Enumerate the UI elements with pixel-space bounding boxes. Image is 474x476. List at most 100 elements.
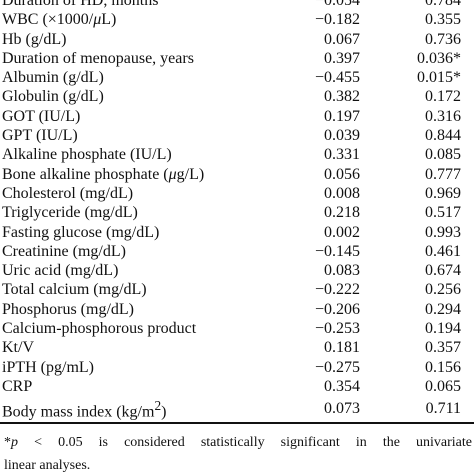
variable-cell: Calcium-phosphorous product (2, 320, 197, 338)
table-row: WBC (×1000/μL) −0.182 0.355 (0, 10, 474, 29)
table-row: Triglyceride (mg/dL) 0.218 0.517 (0, 203, 474, 222)
footnote-text: < 0.05 is considered statistically signi… (18, 435, 472, 450)
r-value-cell: 0.083 (324, 262, 360, 280)
variable-cell: Fasting glucose (mg/dL) (2, 223, 160, 241)
r-value-cell: 0.002 (324, 223, 360, 241)
variable-cell: Duration of menopause, years (2, 49, 194, 67)
mu-symbol: μ (168, 165, 177, 183)
r-value-cell: 0.008 (324, 184, 360, 202)
table-row: Bone alkaline phosphate (μg/L) 0.056 0.7… (0, 165, 474, 184)
variable-cell: Body mass index (kg/m2) (0, 396, 270, 422)
table-row: Kt/V 0.181 0.357 (0, 338, 474, 357)
variable-cell: iPTH (pg/mL) (2, 358, 94, 376)
variable-cell: Hb (g/dL) (2, 30, 67, 48)
footnote-p-symbol: p (11, 435, 18, 450)
r-value-cell: −0.222 (314, 281, 360, 299)
variable-cell: Duration of HD, months (2, 0, 159, 9)
table-row: Duration of menopause, years 0.397 0.036… (0, 49, 474, 68)
table-row: Calcium-phosphorous product −0.253 0.194 (0, 319, 474, 338)
r-value-cell: −0.253 (314, 320, 360, 338)
table-row: Cholesterol (mg/dL) 0.008 0.969 (0, 184, 474, 203)
variable-text: WBC (×1000/ (2, 11, 94, 29)
table-bottom-rule (0, 422, 474, 424)
variable-cell: GOT (IU/L) (2, 107, 81, 125)
p-value-cell: 0.156 (425, 358, 461, 376)
variable-cell: Total calcium (mg/dL) (2, 281, 147, 299)
statistics-table: Duration of HD, months −0.054 0.784 WBC … (0, 0, 474, 422)
r-value-cell: 0.056 (324, 165, 360, 183)
table-row: Globulin (g/dL) 0.382 0.172 (0, 87, 474, 106)
p-value-cell: 0.517 (425, 204, 461, 222)
p-value-cell: 0.844 (425, 127, 461, 145)
table-footnote: *p < 0.05 is considered statistically si… (4, 433, 472, 453)
p-value-cell: 0.036* (417, 49, 461, 67)
table-row: Total calcium (mg/dL) −0.222 0.256 (0, 280, 474, 299)
variable-text: Body mass index (kg/m (2, 403, 155, 421)
r-value-cell: 0.354 (324, 377, 360, 395)
variable-cell: Cholesterol (mg/dL) (2, 184, 134, 202)
variable-text: L) (101, 11, 117, 29)
superscript-2: 2 (154, 398, 162, 414)
p-value-cell: 0.294 (425, 300, 461, 318)
table-row: Alkaline phosphate (IU/L) 0.331 0.085 (0, 145, 474, 164)
table-row: GOT (IU/L) 0.197 0.316 (0, 107, 474, 126)
r-value-cell: 0.039 (324, 127, 360, 145)
variable-cell: Globulin (g/dL) (2, 88, 104, 106)
r-value-cell: 0.067 (324, 30, 360, 48)
p-value-cell: 0.784 (425, 0, 461, 9)
table-row: Body mass index (kg/m2) 0.073 0.711 (0, 396, 474, 422)
mu-symbol: μ (93, 11, 102, 29)
p-value-cell: 0.993 (425, 223, 461, 241)
p-value-cell: 0.777 (425, 165, 461, 183)
table-row: Uric acid (mg/dL) 0.083 0.674 (0, 261, 474, 280)
r-value-cell: −0.275 (314, 358, 360, 376)
p-value-cell: 0.461 (425, 242, 461, 260)
r-value-cell: −0.206 (314, 300, 360, 318)
p-value-cell: 0.316 (425, 107, 461, 125)
variable-cell: GPT (IU/L) (2, 127, 78, 145)
p-value-cell: 0.355 (425, 11, 461, 29)
p-value-cell: 0.969 (425, 184, 461, 202)
table-row: iPTH (pg/mL) −0.275 0.156 (0, 358, 474, 377)
variable-text: ) (161, 403, 167, 421)
p-value-cell: 0.357 (425, 339, 461, 357)
variable-text: g/L) (176, 165, 205, 183)
variable-cell: Triglyceride (mg/dL) (2, 204, 138, 222)
r-value-cell: −0.145 (314, 242, 360, 260)
variable-cell: Creatinine (mg/dL) (2, 242, 126, 260)
p-value-cell: 0.194 (425, 320, 461, 338)
p-value-cell: 0.736 (425, 30, 461, 48)
r-value-cell: −0.455 (314, 69, 360, 87)
table-row: CRP 0.354 0.065 (0, 377, 474, 396)
r-value-cell: −0.054 (314, 0, 360, 9)
variable-cell: Albumin (g/dL) (2, 69, 104, 87)
r-value-cell: 0.218 (324, 204, 360, 222)
r-value-cell: −0.182 (314, 11, 360, 29)
r-value-cell: 0.397 (324, 49, 360, 67)
variable-text: Bone alkaline phosphate ( (2, 165, 169, 183)
p-value-cell: 0.172 (425, 88, 461, 106)
variable-cell: WBC (×1000/μL) (0, 10, 270, 29)
r-value-cell: 0.331 (324, 146, 360, 164)
table-row: Fasting glucose (mg/dL) 0.002 0.993 (0, 223, 474, 242)
r-value-cell: 0.197 (324, 107, 360, 125)
p-value-cell: 0.256 (425, 281, 461, 299)
table-row: Duration of HD, months −0.054 0.784 (0, 0, 474, 10)
p-value-cell: 0.065 (425, 377, 461, 395)
variable-cell: CRP (2, 377, 33, 395)
r-value-cell: 0.181 (324, 339, 360, 357)
variable-cell: Kt/V (2, 339, 34, 357)
r-value-cell: 0.382 (324, 88, 360, 106)
p-value-cell: 0.711 (425, 400, 461, 418)
r-value-cell: 0.073 (324, 400, 360, 418)
p-value-cell: 0.015* (417, 69, 461, 87)
p-value-cell: 0.674 (425, 262, 461, 280)
p-value-cell: 0.085 (425, 146, 461, 164)
table-row: Phosphorus (mg/dL) −0.206 0.294 (0, 300, 474, 319)
table-footnote-line2: linear analyses. (4, 458, 91, 473)
variable-cell: Phosphorus (mg/dL) (2, 300, 134, 318)
table-row: Creatinine (mg/dL) −0.145 0.461 (0, 242, 474, 261)
variable-cell: Bone alkaline phosphate (μg/L) (0, 165, 270, 184)
variable-cell: Uric acid (mg/dL) (2, 262, 119, 280)
table-row: Albumin (g/dL) −0.455 0.015* (0, 68, 474, 87)
